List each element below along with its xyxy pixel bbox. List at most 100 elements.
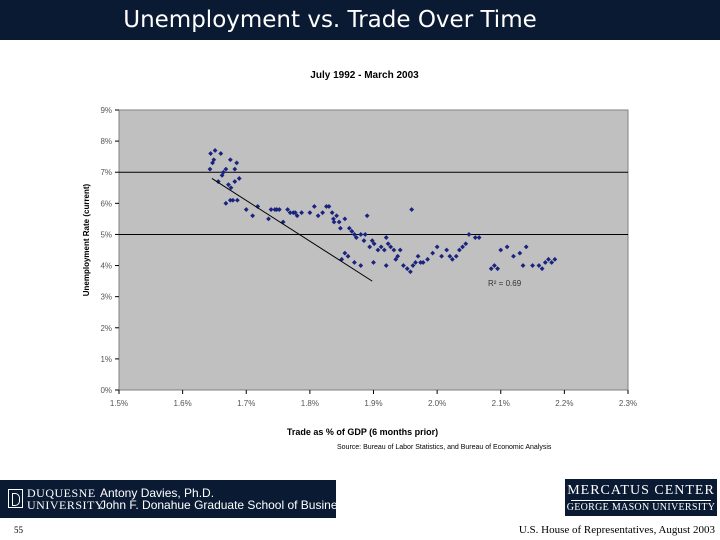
data-point xyxy=(294,213,300,219)
duquesne-emblem-icon xyxy=(8,489,23,508)
data-point xyxy=(430,250,436,256)
data-point xyxy=(336,219,342,225)
data-point xyxy=(472,235,478,240)
data-point xyxy=(453,253,459,259)
duquesne-logo: DUQUESNE UNIVERSITY Antony Davies, Ph.D.… xyxy=(0,480,350,518)
x-axis-label: Trade as % of GDP (6 months prior) xyxy=(287,427,438,437)
data-point xyxy=(520,263,526,268)
scatter-chart: 0% 1% 2% 3% 4% 5% 6% 7% 8% 9% 1.5% 1.6% 1.7% 1.8% 1.9%… xyxy=(82,70,637,437)
data-point xyxy=(274,207,280,212)
data-point xyxy=(353,235,359,240)
data-point xyxy=(511,253,516,259)
data-point xyxy=(299,210,305,216)
data-point xyxy=(371,241,377,247)
data-point xyxy=(268,207,274,212)
x-tick-label: 1.5% xyxy=(110,399,128,408)
data-point xyxy=(234,160,240,166)
y-tick-label: 3% xyxy=(100,293,112,302)
data-point xyxy=(401,263,406,268)
data-point xyxy=(358,232,364,237)
plot-area xyxy=(118,109,629,391)
data-point xyxy=(391,247,397,253)
data-point xyxy=(358,263,364,268)
data-point xyxy=(361,238,367,244)
mercatus-university: GEORGE MASON UNIVERSITY xyxy=(566,502,716,513)
data-point xyxy=(285,207,291,212)
data-point xyxy=(395,253,401,259)
data-point xyxy=(307,210,313,216)
chart-title: July 1992 - March 2003 xyxy=(310,70,419,81)
data-point xyxy=(367,244,373,250)
data-point xyxy=(223,200,229,206)
data-point xyxy=(393,256,399,262)
data-point xyxy=(345,253,351,259)
y-tick-label: 2% xyxy=(100,324,112,333)
y-tick-label: 4% xyxy=(100,262,112,271)
y-tick-label: 1% xyxy=(100,355,112,364)
y-axis-label: Unemployment Rate (current) xyxy=(82,183,91,296)
data-point xyxy=(212,148,218,153)
data-point xyxy=(236,176,242,181)
author-name: Antony Davies, Ph.D. xyxy=(100,486,215,500)
data-point xyxy=(234,197,240,203)
data-point xyxy=(410,263,416,268)
data-point xyxy=(364,213,370,219)
data-point xyxy=(207,166,213,172)
data-point xyxy=(352,260,357,265)
title-bar: Unemployment vs. Trade Over Time xyxy=(0,0,720,40)
data-point xyxy=(420,260,426,265)
university-name-line1: DUQUESNE xyxy=(27,486,96,500)
data-point xyxy=(388,244,394,250)
data-point xyxy=(397,247,403,253)
data-point xyxy=(495,266,500,272)
x-tick-label: 2.2% xyxy=(555,399,573,408)
data-point xyxy=(523,244,529,250)
data-point xyxy=(219,172,225,178)
data-point xyxy=(276,207,282,212)
source-note: Source: Bureau of Labor Statistics, and … xyxy=(337,444,552,451)
y-tick-label: 5% xyxy=(100,230,112,239)
x-tick-label: 2.1% xyxy=(492,399,510,408)
data-point xyxy=(292,210,298,216)
data-point xyxy=(413,260,418,265)
x-tick-label: 2.3% xyxy=(619,399,637,408)
y-tick-label: 9% xyxy=(100,106,112,115)
data-point xyxy=(517,250,523,256)
data-point xyxy=(385,241,391,247)
data-point xyxy=(342,250,348,256)
data-point xyxy=(447,253,453,259)
r-squared-label: R² = 0.69 xyxy=(488,279,522,288)
data-point xyxy=(324,204,329,209)
data-point xyxy=(329,210,335,216)
data-point xyxy=(415,253,421,259)
data-point xyxy=(338,225,343,231)
data-point xyxy=(227,157,233,163)
data-point xyxy=(287,210,293,216)
data-point xyxy=(383,235,389,240)
mercatus-logo: MERCATUS CENTER GEORGE MASON UNIVERSITY xyxy=(565,479,717,516)
x-tick-label: 1.9% xyxy=(364,399,382,408)
data-point xyxy=(546,256,551,262)
school-name: John F. Donahue Graduate School of Busin… xyxy=(100,498,350,512)
data-point xyxy=(220,169,226,175)
x-tick-label: 1.7% xyxy=(237,399,255,408)
data-point xyxy=(381,247,387,253)
data-point xyxy=(476,235,482,240)
data-point xyxy=(542,260,548,265)
y-tick-label: 0% xyxy=(100,386,112,395)
data-point xyxy=(488,266,494,272)
mercatus-name: MERCATUS CENTER xyxy=(567,483,715,498)
footer-note: U.S. House of Representatives, August 20… xyxy=(518,524,715,536)
data-point xyxy=(408,269,413,275)
data-point xyxy=(320,210,325,216)
data-point xyxy=(404,266,410,272)
data-point xyxy=(232,179,238,184)
data-point xyxy=(315,213,321,219)
data-point xyxy=(352,232,357,237)
data-point xyxy=(210,160,215,166)
data-point xyxy=(552,256,558,262)
data-point xyxy=(208,151,214,156)
data-point xyxy=(232,166,238,172)
x-tick-label: 1.6% xyxy=(174,399,192,408)
data-point xyxy=(369,238,375,244)
